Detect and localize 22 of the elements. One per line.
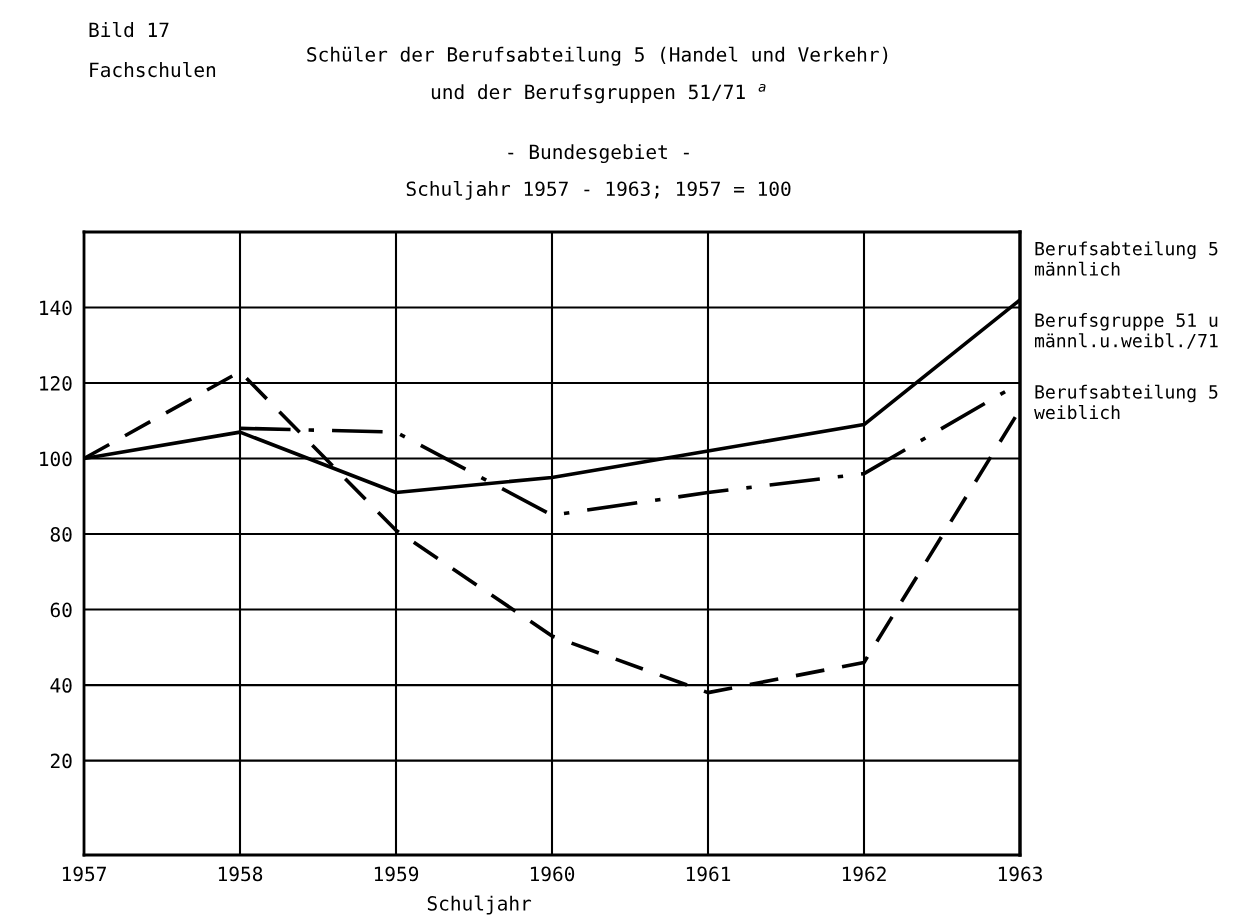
y-tick-label: 60 — [50, 602, 72, 618]
text: Fachschulen — [90, 62, 216, 78]
x-tick-label: 1962 — [842, 866, 886, 882]
chart-subtitle: - Bundesgebiet - Schuljahr 1957 - 1963; 1957 = 100 — [406, 144, 791, 200]
y-tick-label: 40 — [50, 678, 72, 693]
series-label: Berufsabteilung 5 männlich — [1035, 241, 1218, 276]
y-tick-label: 100 — [40, 451, 72, 467]
x-tick-label: 1963 — [998, 866, 1042, 882]
x-tick-label: 1957 — [62, 866, 106, 882]
y-tick-label: 140 — [40, 300, 72, 316]
x-tick-label: 1959 — [374, 866, 419, 882]
x-axis-title: Schuljahr — [427, 895, 532, 915]
text: Berufsgruppe 51 u männl.u.weibl./71 — [1035, 312, 1218, 349]
y-tick-label: 80 — [50, 527, 72, 542]
chart-title: Schüler der Berufsabteilung 5 (Handel und Verkehr) und der Berufsgruppen 51/71 $^{a}$ — [307, 46, 888, 104]
x-tick-label: 1958 — [218, 866, 263, 882]
x-tick-label: 1960 — [530, 866, 575, 882]
y-tick-label: 20 — [50, 753, 72, 769]
series-label: Berufsabteilung 5 weiblich — [1034, 384, 1218, 420]
y-tick-label: 120 — [40, 376, 72, 391]
text: Bild 17 — [89, 22, 169, 38]
x-tick-label: 1961 — [686, 866, 731, 882]
